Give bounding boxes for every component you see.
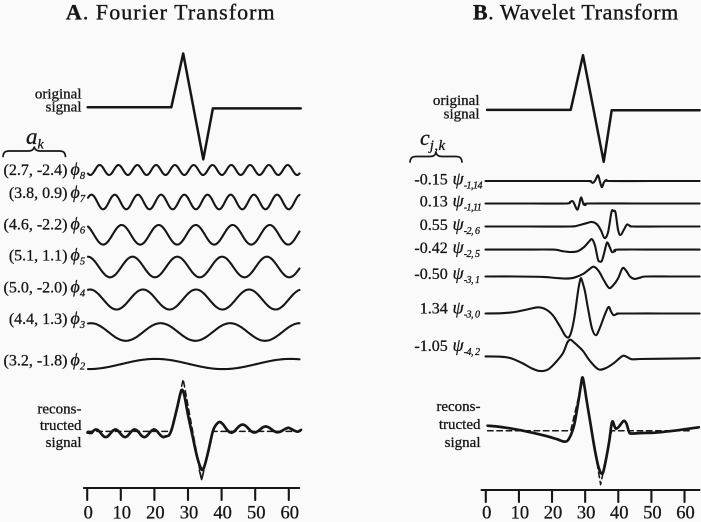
svg-text:40: 40 [213,504,232,522]
svg-text:signal: signal [444,106,480,122]
svg-text:(3.2, -1.8): (3.2, -1.8) [4,353,68,370]
svg-text:-1.05: -1.05 [414,338,447,355]
svg-text:recons-: recons- [37,402,81,418]
svg-text:0: 0 [84,504,93,522]
svg-text:10: 10 [511,504,530,522]
svg-text:10: 10 [113,504,132,522]
svg-text:1.34: 1.34 [420,300,448,317]
svg-text:30: 30 [180,504,199,522]
svg-text:ϕ8: ϕ8 [71,159,86,182]
svg-text:(2.7, -2.4): (2.7, -2.4) [4,162,68,179]
svg-text:B. Wavelet Transform: B. Wavelet Transform [473,0,679,25]
svg-text:60: 60 [676,504,695,522]
svg-text:40: 40 [610,504,629,522]
svg-text:50: 50 [247,504,266,522]
svg-text:0.55: 0.55 [420,217,448,234]
svg-text:0.13: 0.13 [420,194,448,211]
svg-text:(3.8, 0.9): (3.8, 0.9) [9,185,68,202]
svg-text:tructed: tructed [40,418,82,434]
svg-text:-0.50: -0.50 [414,266,447,283]
svg-text:signal: signal [46,100,82,116]
svg-text:20: 20 [146,504,165,522]
svg-text:original: original [35,87,82,103]
svg-text:original: original [433,93,480,109]
svg-text:(4.6, -2.2): (4.6, -2.2) [4,217,68,234]
svg-text:(4.4, 1.3): (4.4, 1.3) [9,311,68,328]
svg-text:(5.1, 1.1): (5.1, 1.1) [9,248,68,265]
svg-text:signal: signal [445,435,481,451]
svg-text:signal: signal [46,435,82,451]
svg-text:-0.42: -0.42 [414,240,447,257]
svg-text:60: 60 [281,504,300,522]
svg-text:50: 50 [643,504,662,522]
svg-text:-0.15: -0.15 [414,171,447,188]
svg-text:20: 20 [544,504,563,522]
svg-text:tructed: tructed [439,417,481,433]
svg-text:A. Fourier Transform: A. Fourier Transform [66,0,276,25]
svg-text:0: 0 [482,504,491,522]
svg-text:30: 30 [577,504,596,522]
svg-text:(5.0, -2.0): (5.0, -2.0) [4,279,68,296]
svg-text:recons-: recons- [436,399,480,415]
